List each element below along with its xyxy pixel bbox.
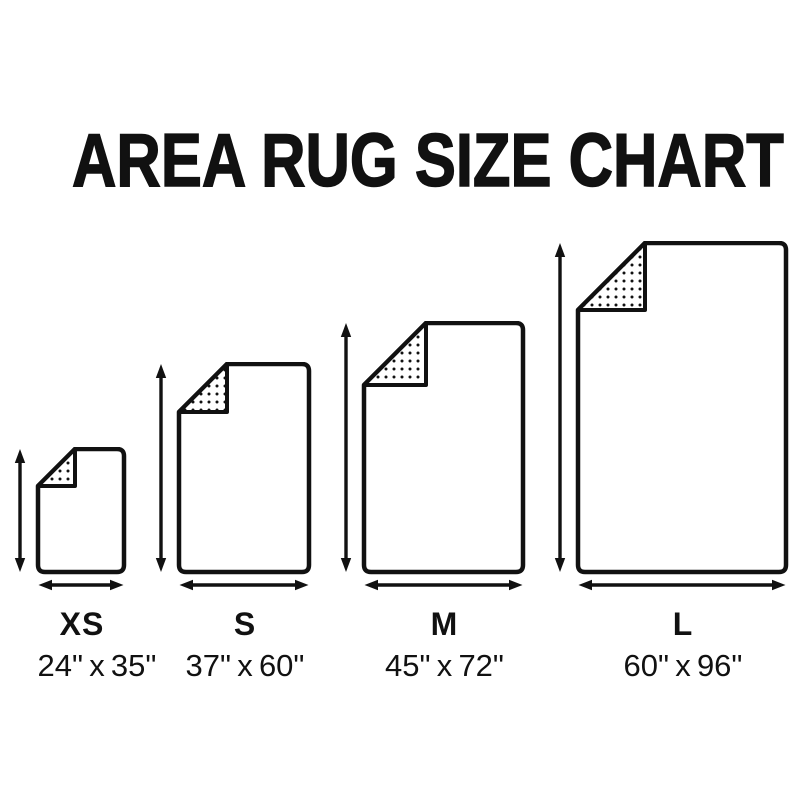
rug-figure [14,447,126,591]
rug-group: XS 24" x 35" [12,447,157,684]
rug-outline [575,241,788,575]
rug-group: M 45" x 72" [338,321,526,684]
rug-caption: M 45" x 72" [338,606,526,684]
width-arrow-icon [578,579,785,591]
rug-dimensions-label: 60" x 96" [623,648,743,683]
rug-size-diagram: XS 24" x 35" S 37" x 60" M 45" x 72" L 60" x 96… [0,241,800,684]
rug-dimensions-label: 37" x 60" [185,648,305,683]
width-arrow-icon [364,579,522,591]
width-arrow-icon [38,579,123,591]
rug-dimensions-label: 24" x 35" [37,648,157,683]
height-arrow-icon [340,323,351,572]
rug-group: S 37" x 60" [153,362,312,684]
rug-figure [340,321,525,591]
width-arrow-icon [179,579,308,591]
height-arrow-icon [554,243,565,572]
height-arrow-icon [14,449,25,572]
rug-caption: XS 24" x 35" [12,606,157,684]
rug-caption: L 60" x 96" [552,606,789,684]
fold-flap [35,447,77,488]
rug-dimensions-label: 45" x 72" [385,648,504,683]
rug-figure [155,362,311,591]
rug-figure [554,241,788,591]
fold-flap [176,362,229,414]
rug-group: L 60" x 96" [552,241,789,684]
fold-flap [361,321,428,387]
rug-outline [35,447,126,575]
rug-size-label: L [672,606,694,642]
rug-size-label: M [430,606,459,642]
rug-size-label: XS [59,606,105,642]
page-title: AREA RUG SIZE CHART [71,118,784,202]
fold-flap [575,241,647,312]
rug-outline [176,362,311,575]
rug-caption: S 37" x 60" [153,606,312,684]
height-arrow-icon [155,364,166,572]
rug-size-label: S [233,606,257,642]
